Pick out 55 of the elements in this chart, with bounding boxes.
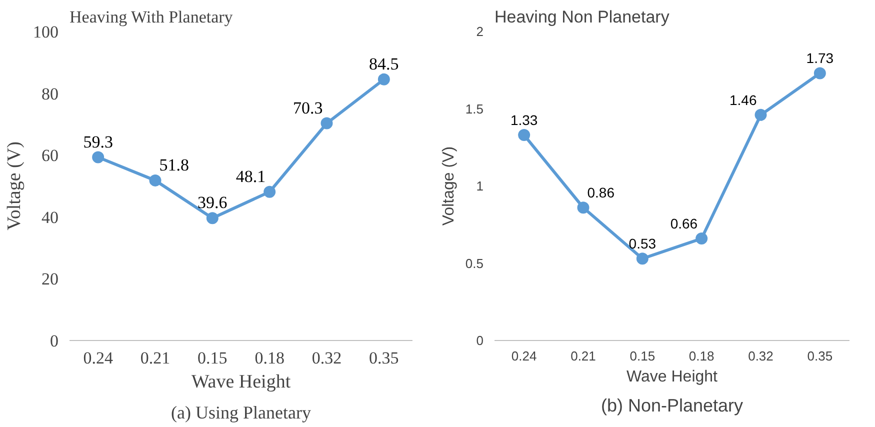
data-label: 48.1 [236,166,266,186]
point [320,117,333,130]
x-tick-label: 0.35 [807,348,833,364]
point [149,174,162,186]
point [696,232,708,245]
y-axis-title: Voltage (V) [4,142,25,230]
y-tick-label: 60 [42,146,58,166]
y-tick-label: 2 [476,24,484,39]
y-tick-label: 1.5 [465,101,484,116]
y-tick-label: 40 [42,208,58,227]
text: (a) Using Planetary [171,402,311,422]
point [378,73,390,86]
x-tick-label: 0.21 [140,348,170,368]
text: (b) Non-Planetary [600,396,744,416]
point [518,129,530,142]
data-label: 1.73 [806,50,834,66]
x-axis-title: Wave Height [626,368,718,386]
x-tick-label: 0.18 [688,348,714,364]
data-label: 84.5 [369,54,399,74]
chart-title: Heaving With Planetary [70,8,234,26]
x-tick-label: 0.24 [83,348,114,368]
data-label: 70.3 [293,98,323,118]
data-label: 39.6 [198,193,228,212]
point [814,67,826,80]
point [754,108,767,121]
y-tick-label: 0 [476,333,484,348]
x-tick-label: 0.21 [570,348,596,364]
data-label: 1.33 [510,112,538,128]
point [636,252,648,265]
y-axis-title: Voltage (V) [440,146,458,226]
data-label: 59.3 [83,132,113,152]
x-tick-label: 0.32 [748,348,774,364]
x-tick-label: 0.24 [511,348,537,364]
data-label: 51.8 [159,155,189,174]
y-tick-label: 0 [50,332,58,350]
data-label: 0.86 [587,184,615,201]
point [577,202,590,214]
point [264,186,276,198]
x-axis-title: Wave Height [191,372,292,392]
x-tick-label: 0.35 [369,348,399,368]
y-tick-label: 1 [476,178,484,194]
x-tick-label: 0.15 [198,348,228,368]
x-tick-label: 0.32 [312,348,342,368]
y-tick-label: 20 [42,270,58,289]
point [92,151,104,164]
chart-title: Heaving Non Planetary [494,8,670,26]
data-label: 0.53 [628,236,656,252]
y-tick-label: 100 [33,22,58,42]
y-tick-label: 80 [42,84,58,104]
data-label: 0.66 [670,216,698,232]
data-label: 1.46 [730,92,757,108]
x-tick-label: 0.18 [254,348,284,368]
point [206,212,218,224]
x-tick-label: 0.15 [630,348,656,364]
y-tick-label: 0.5 [465,256,484,271]
